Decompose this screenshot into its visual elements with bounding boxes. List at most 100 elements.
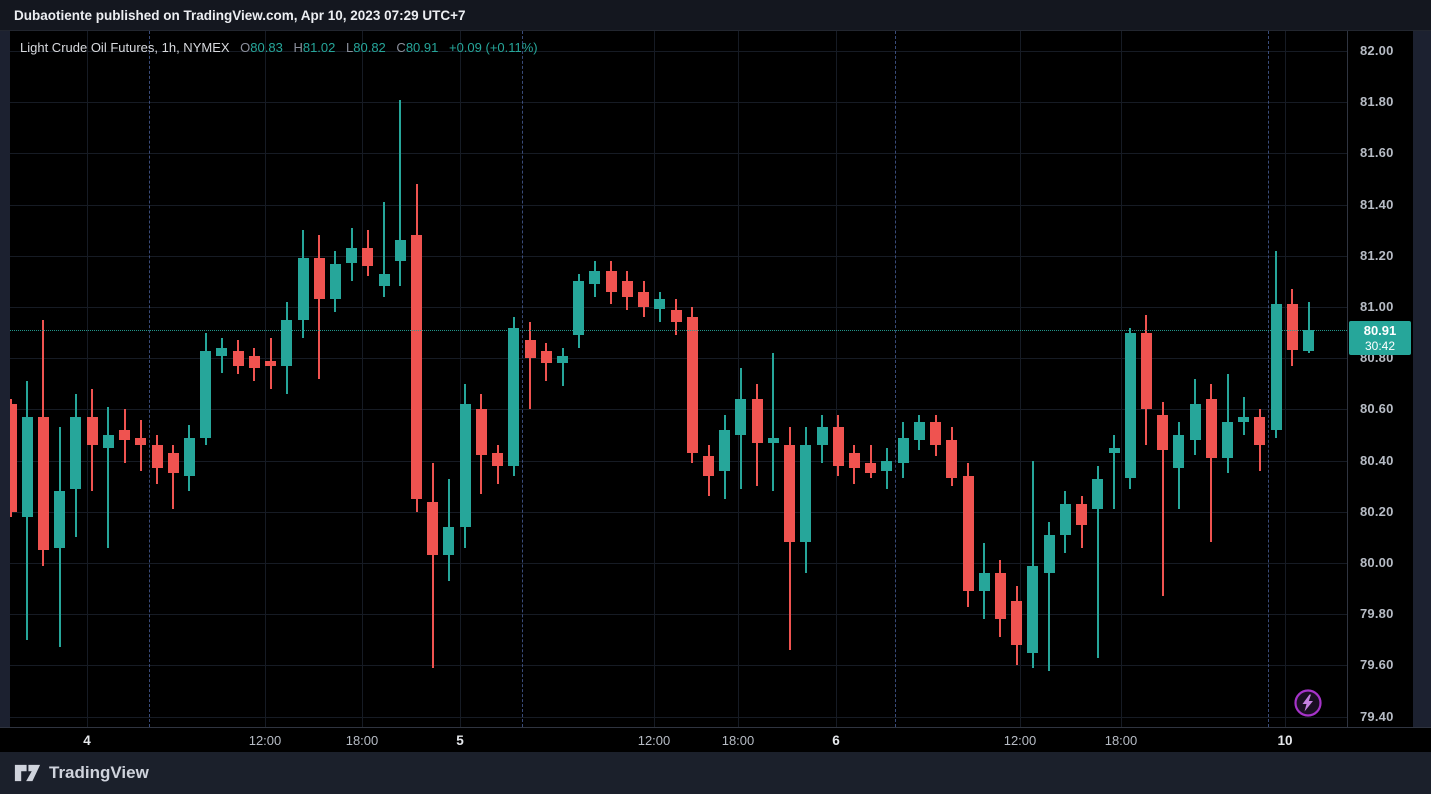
candle-body-down[interactable] (1011, 601, 1023, 645)
candle-body-down[interactable] (848, 452, 860, 469)
candle-body-up[interactable] (329, 263, 341, 300)
candle-body-down[interactable] (1286, 304, 1298, 351)
candle-body-down[interactable] (167, 452, 179, 474)
candle-body-down[interactable] (670, 309, 682, 323)
candle-body-up[interactable] (897, 437, 909, 464)
candle-body-up[interactable] (183, 437, 195, 476)
candle-body-down[interactable] (492, 452, 504, 466)
candle-body-down[interactable] (1205, 399, 1217, 459)
candle-wick-up[interactable] (1113, 435, 1115, 510)
candle-body-up[interactable] (459, 404, 471, 528)
candle-body-down[interactable] (10, 404, 17, 512)
time-axis[interactable]: 4 12:00 18:00 5 12:00 18:00 6 12:00 18:00 10 (0, 727, 1431, 753)
candle-body-up[interactable] (816, 427, 828, 446)
candle-body-down[interactable] (621, 281, 633, 297)
candle-body-up[interactable] (557, 355, 568, 364)
candle-body-down[interactable] (1076, 504, 1087, 525)
candle-wick-down[interactable] (318, 235, 321, 379)
candle-body-down[interactable] (865, 463, 877, 474)
candle-body-up[interactable] (589, 271, 601, 284)
candle-body-up[interactable] (978, 573, 990, 592)
lightning-bolt-icon[interactable] (1293, 688, 1323, 718)
candle-wick-down[interactable] (431, 463, 434, 668)
candle-body-down[interactable] (119, 429, 130, 441)
candle-wick-down[interactable] (172, 445, 175, 510)
candle-body-up[interactable] (573, 281, 585, 336)
candle-body-down[interactable] (86, 417, 98, 446)
candle-body-down[interactable] (832, 427, 844, 466)
candle-wick-down[interactable] (869, 445, 872, 479)
candle-wick-up[interactable] (399, 99, 402, 287)
candle-body-up[interactable] (200, 350, 212, 438)
candle-body-down[interactable] (784, 445, 796, 543)
candle-body-up[interactable] (1270, 304, 1282, 430)
candle-body-down[interactable] (248, 355, 260, 369)
candle-body-up[interactable] (913, 422, 925, 441)
candle-wick-up[interactable] (772, 353, 775, 492)
candle-body-up[interactable] (719, 429, 731, 471)
candle-body-up[interactable] (1238, 417, 1250, 423)
candle-wick-up[interactable] (561, 348, 564, 387)
candle-body-down[interactable] (362, 248, 374, 266)
candle-body-up[interactable] (1124, 332, 1136, 479)
candle-body-up[interactable] (1303, 330, 1315, 351)
candle-body-down[interactable] (686, 317, 698, 453)
symbol-legend[interactable]: Light Crude Oil Futures, 1h, NYMEX O80.8… (20, 40, 538, 55)
candle-wick-up[interactable] (1242, 396, 1245, 435)
candle-body-up[interactable] (1108, 447, 1120, 453)
candle-body-down[interactable] (313, 258, 325, 300)
candle-body-down[interactable] (930, 422, 941, 446)
candle-body-up[interactable] (394, 240, 406, 261)
candle-wick-up[interactable] (1307, 301, 1310, 354)
candle-body-up[interactable] (281, 319, 293, 366)
candle-body-up[interactable] (1027, 565, 1039, 653)
candle-wick-up[interactable] (107, 406, 110, 548)
candle-body-down[interactable] (540, 350, 552, 364)
candle-body-down[interactable] (1157, 414, 1169, 451)
symbol-title[interactable]: Light Crude Oil Futures, 1h, NYMEX (20, 40, 230, 55)
candle-body-up[interactable] (346, 248, 358, 264)
candle-body-up[interactable] (508, 327, 520, 466)
candle-body-down[interactable] (605, 271, 617, 292)
candle-body-up[interactable] (654, 299, 666, 310)
candle-body-down[interactable] (638, 291, 650, 307)
candle-body-down[interactable] (232, 350, 244, 366)
candle-body-down[interactable] (135, 437, 147, 446)
candle-body-up[interactable] (102, 435, 114, 448)
candle-body-down[interactable] (37, 417, 49, 551)
candle-body-up[interactable] (54, 491, 66, 548)
candle-wick-up[interactable] (383, 202, 386, 297)
candle-wick-down[interactable] (1161, 401, 1164, 597)
candle-body-up[interactable] (800, 445, 812, 543)
candle-body-up[interactable] (1043, 534, 1055, 574)
candle-body-up[interactable] (70, 417, 82, 489)
candle-body-down[interactable] (1254, 417, 1266, 446)
candle-body-up[interactable] (1189, 404, 1201, 441)
candle-body-down[interactable] (994, 573, 1006, 620)
candle-body-up[interactable] (297, 258, 309, 320)
candle-wick-down[interactable] (529, 322, 531, 410)
candle-wick-down[interactable] (1210, 383, 1213, 543)
candle-body-up[interactable] (1222, 422, 1233, 458)
candle-body-down[interactable] (751, 399, 763, 443)
tradingview-brand-text[interactable]: TradingView (49, 763, 149, 782)
candle-body-down[interactable] (411, 235, 422, 499)
candle-body-down[interactable] (524, 340, 536, 359)
candle-body-up[interactable] (378, 273, 390, 287)
candle-body-down[interactable] (151, 445, 163, 469)
candle-body-down[interactable] (265, 360, 276, 366)
candle-wick-up[interactable] (1096, 465, 1099, 658)
candle-body-up[interactable] (1059, 504, 1071, 535)
candle-body-up[interactable] (21, 417, 33, 517)
tradingview-logo-icon[interactable] (14, 762, 41, 784)
candle-body-up[interactable] (881, 460, 893, 471)
candle-body-down[interactable] (427, 501, 439, 556)
chart-pane[interactable]: Light Crude Oil Futures, 1h, NYMEX O80.8… (10, 31, 1347, 727)
candle-wick-up[interactable] (1048, 522, 1051, 671)
candle-body-up[interactable] (767, 437, 779, 443)
candle-body-up[interactable] (443, 527, 455, 556)
candle-body-up[interactable] (735, 399, 747, 435)
candle-body-up[interactable] (1092, 478, 1104, 510)
candle-body-down[interactable] (946, 440, 958, 479)
candle-body-down[interactable] (962, 476, 974, 592)
